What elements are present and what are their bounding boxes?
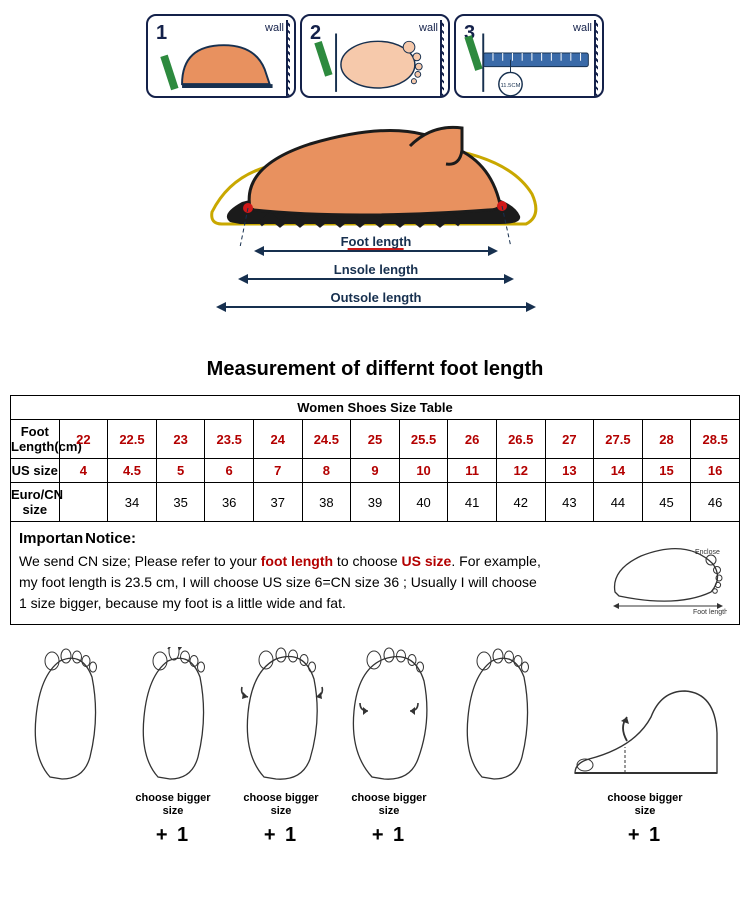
main-foot-diagram: Foot length Lnsole length Outsole length [0,106,750,356]
foot-shape-fat: choose biggersize + 1 [339,647,439,847]
row-euro-cn-size: Euro/CN size 34 35 36 37 38 39 40 41 42 … [11,483,740,522]
foot-shape-wide: choose biggersize + 1 [231,647,331,847]
outsole-length-line: Outsole length [226,306,526,308]
choose-bigger-label: choose biggersize [339,792,439,818]
measurement-steps: 1 wall 2 wall 3 [0,0,750,106]
svg-text:11.5CM: 11.5CM [501,83,521,89]
row-us-size: US size 4 4.5 5 6 7 8 9 10 11 12 13 14 1… [11,459,740,483]
step-3-panel: 3 wall 11.5CM [454,14,604,98]
notice-line3: 1 size bigger, because my foot is a litt… [19,595,346,611]
svg-text:Enclose: Enclose [695,549,720,556]
foot-outline-icon [20,647,110,787]
choose-bigger-label: choose biggersize [555,792,735,818]
choose-bigger-label: choose biggersize [231,792,331,818]
diagram-title: Measurement of differnt foot length [0,356,750,395]
choose-bigger-label: choose biggersize [123,792,223,818]
notice-title: ImportanNotice: [19,530,136,547]
step1-foot-icon [148,16,294,98]
size-table: Women Shoes Size Table Foot Length(cm) 2… [10,395,740,522]
table-title: Women Shoes Size Table [11,396,740,420]
step2-footprint-icon [302,16,448,98]
foot-shape-long-second-toe: choose biggersize + 1 [123,647,223,847]
foot-outline-icon [452,647,542,787]
foot-outline-icon [128,647,218,787]
foot-side-icon [565,647,725,787]
foot-shape-guide: choose biggersize + 1 choose biggersize … [0,625,750,877]
insole-length-line: Lnsole length [248,278,504,280]
foot-outline-icon [236,647,326,787]
important-notice: ImportanNotice: We send CN size; Please … [10,522,740,625]
foot-illustration-icon [200,116,550,246]
foot-shape-flat [447,647,547,814]
plus-one-label: + 1 [123,824,223,847]
row-foot-length: Foot Length(cm) 22 22.5 23 23.5 24 24.5 … [11,420,740,459]
plus-one-label: + 1 [555,824,735,847]
plus-one-label: + 1 [339,824,439,847]
step-2-panel: 2 wall [300,14,450,98]
step3-ruler-icon: 11.5CM [456,16,602,98]
mini-foot-outline-icon: Enclose Foot length [607,534,727,616]
foot-shape-high-instep: choose biggersize + 1 [555,647,735,847]
step-1-panel: 1 wall [146,14,296,98]
foot-outline-icon [344,647,434,787]
notice-line2: my foot length is 23.5 cm, I will choose… [19,574,537,590]
foot-shape-normal [15,647,115,814]
svg-text:Foot length: Foot length [693,609,727,616]
foot-length-label: Foot length [335,234,418,250]
foot-length-line: Foot length [264,250,488,252]
insole-length-label: Lnsole length [328,262,425,277]
outsole-length-label: Outsole length [325,290,428,305]
size-table-block: Women Shoes Size Table Foot Length(cm) 2… [0,395,750,625]
plus-one-label: + 1 [231,824,331,847]
notice-line1: We send CN size; Please refer to your fo… [19,553,541,569]
